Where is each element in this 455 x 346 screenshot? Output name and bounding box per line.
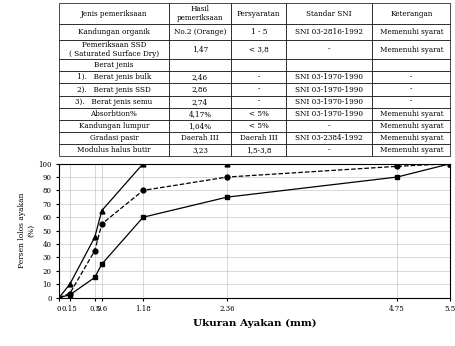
Y-axis label: Persen lolos ayakan
(%): Persen lolos ayakan (%) [18,193,35,268]
X-axis label: Ukuran Ayakan (mm): Ukuran Ayakan (mm) [193,319,317,328]
